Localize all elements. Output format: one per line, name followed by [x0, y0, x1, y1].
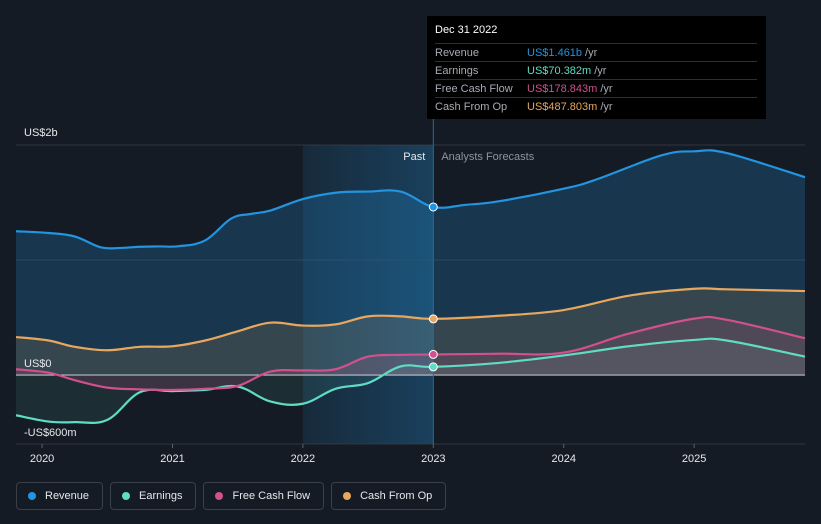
x-tick-label: 2024: [551, 453, 575, 465]
tooltip-series-name: Cash From Op: [435, 100, 508, 113]
cash-from-op-marker: [428, 314, 438, 324]
series-markers: [428, 202, 438, 372]
free-cash-flow-marker: [428, 349, 438, 359]
tooltip-series-value: US$487.803m: [527, 100, 598, 113]
legend-dot-icon: [343, 492, 352, 500]
tooltip-unit: /yr: [594, 64, 607, 77]
legend-dot-icon: [122, 492, 131, 500]
x-axis-ticks: 2020 2021 2022 2023 2024 2025: [30, 444, 706, 465]
legend-label: Free Cash Flow: [232, 490, 311, 502]
legend-item-earnings[interactable]: Earnings: [110, 482, 197, 510]
tooltip: Dec 31 2022 Revenue US$1.461b/yr Earnings U…: [427, 16, 766, 119]
tooltip-series-value: US$1.461b: [527, 46, 583, 59]
x-tick-label: 2023: [421, 453, 445, 465]
earnings-marker: [428, 362, 438, 372]
past-label: Past: [403, 151, 425, 163]
legend-label: Earnings: [139, 490, 183, 502]
tooltip-row: Revenue US$1.461b/yr: [435, 43, 757, 61]
x-tick-label: 2022: [291, 453, 315, 465]
y-label-top: US$2b: [24, 127, 58, 139]
x-tick-label: 2020: [30, 453, 54, 465]
gridlines: [16, 144, 805, 445]
earnings-area: [16, 338, 805, 423]
legend-item-cash-from-op[interactable]: Cash From Op: [331, 482, 447, 510]
legend-label: Cash From Op: [360, 490, 433, 502]
y-label-bottom: -US$600m: [24, 427, 77, 439]
tooltip-unit: /yr: [585, 46, 598, 59]
revenue-line: [15, 149, 806, 250]
revenue-area: [16, 150, 805, 375]
legend-label: Revenue: [45, 490, 90, 502]
x-tick-label: 2021: [160, 453, 184, 465]
tooltip-row: Cash From Op US$487.803m/yr: [435, 97, 757, 115]
legend-dot-icon: [215, 492, 224, 500]
tooltip-series-name: Earnings: [435, 64, 479, 77]
y-label-zero: US$0: [24, 358, 52, 370]
free-cash-flow-area: [16, 316, 805, 390]
legend-dot-icon: [28, 492, 36, 500]
tooltip-series-name: Revenue: [435, 46, 480, 59]
tooltip-series-value: US$70.382m: [527, 64, 592, 77]
revenue-marker: [428, 202, 438, 212]
forecast-label: Analysts Forecasts: [441, 151, 534, 163]
earnings-line: [15, 337, 806, 425]
tooltip-series-name: Free Cash Flow: [435, 82, 513, 95]
series-lines: [15, 149, 806, 425]
tooltip-unit: /yr: [600, 82, 613, 95]
free-cash-flow-line: [15, 315, 806, 392]
cash-from-op-line: [15, 287, 806, 352]
cash-from-op-area: [16, 288, 805, 375]
legend-item-revenue[interactable]: Revenue: [16, 482, 104, 510]
x-tick-label: 2025: [682, 453, 706, 465]
series-areas: [16, 150, 805, 423]
tooltip-date: Dec 31 2022: [435, 24, 498, 36]
tooltip-unit: /yr: [600, 100, 613, 113]
legend-item-free-cash-flow[interactable]: Free Cash Flow: [203, 482, 325, 510]
tooltip-row: Free Cash Flow US$178.843m/yr: [435, 79, 757, 97]
legend: Revenue Earnings Free Cash Flow Cash From O…: [16, 482, 447, 510]
tooltip-series-value: US$178.843m: [527, 82, 598, 95]
tooltip-row: Earnings US$70.382m/yr: [435, 61, 757, 79]
